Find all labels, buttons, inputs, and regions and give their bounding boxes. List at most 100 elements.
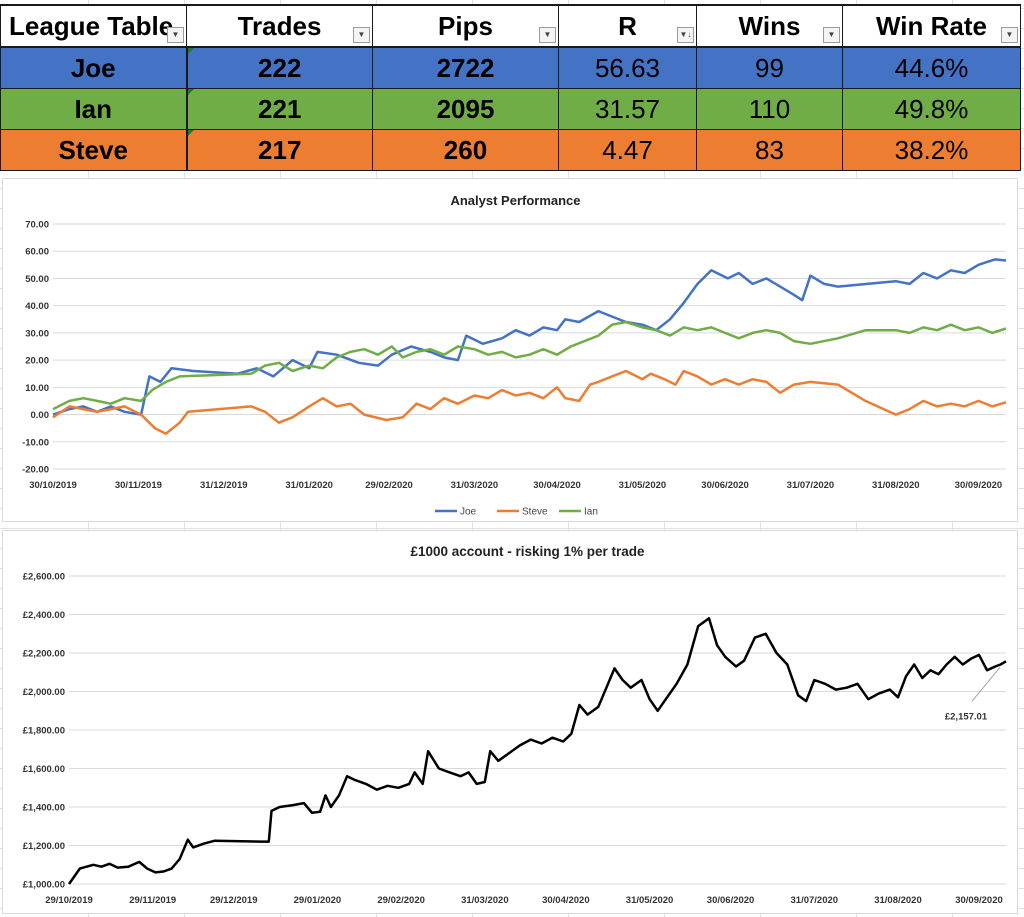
x-tick-label: 31/08/2020 xyxy=(874,895,922,906)
y-tick-label: £2,200.00 xyxy=(23,649,65,660)
x-tick-label: 31/07/2020 xyxy=(787,480,835,491)
cell-value: 217 xyxy=(258,134,302,165)
x-tick-label: 29/11/2019 xyxy=(129,895,176,906)
cell-wins[interactable]: 99 xyxy=(696,46,843,89)
y-tick-label: -20.00 xyxy=(22,465,49,476)
x-tick-label: 31/12/2019 xyxy=(200,480,248,491)
green-error-indicator-icon xyxy=(187,89,194,95)
x-tick-label: 31/03/2020 xyxy=(461,895,509,906)
x-tick-label: 30/04/2020 xyxy=(533,480,581,491)
x-tick-label: 30/09/2020 xyxy=(955,480,1003,491)
x-tick-label: 31/08/2020 xyxy=(872,480,920,491)
header-label: League Table xyxy=(9,10,174,41)
cell-win-rate[interactable]: 44.6% xyxy=(842,46,1021,89)
y-tick-label: 50.00 xyxy=(25,274,49,285)
cell-trades[interactable]: 217 xyxy=(186,129,373,171)
y-tick-label: 0.00 xyxy=(31,410,50,421)
x-tick-label: 30/06/2020 xyxy=(707,895,755,906)
x-tick-label: 31/05/2020 xyxy=(619,480,667,491)
legend-entry-steve: Steve xyxy=(522,507,548,518)
account-balance-plot: £1000 account - risking 1% per trade £2,6… xyxy=(23,544,1007,906)
header-label: R xyxy=(618,10,637,41)
cell-name[interactable]: Steve xyxy=(0,129,188,171)
legend-entry-joe: Joe xyxy=(460,507,477,518)
green-error-indicator-icon xyxy=(187,48,194,54)
filter-dropdown-icon[interactable]: ▼ xyxy=(353,27,370,43)
cell-value: 221 xyxy=(258,93,302,124)
analyst-performance-chart[interactable]: Analyst Performance 70.00 60.00 50.00 40.00 3… xyxy=(2,178,1018,522)
cell-r[interactable]: 4.47 xyxy=(558,129,697,171)
y-tick-label: £1,200.00 xyxy=(23,841,65,852)
annotation-leader-line xyxy=(971,666,1001,702)
cell-trades[interactable]: 222 xyxy=(186,46,373,89)
header-wins: Wins ▼ xyxy=(696,4,843,48)
header-label: Wins xyxy=(738,10,801,41)
header-r: R ▼↓ xyxy=(558,4,697,48)
y-tick-label: 40.00 xyxy=(25,301,49,312)
chart-title: Analyst Performance xyxy=(450,193,580,208)
x-tick-label: 30/04/2020 xyxy=(542,895,590,906)
y-tick-label: 20.00 xyxy=(25,356,49,367)
filter-dropdown-icon[interactable]: ▼ xyxy=(167,27,184,43)
y-tick-label: £2,000.00 xyxy=(23,687,65,698)
x-tick-label: 30/10/2019 xyxy=(29,480,77,491)
cell-r[interactable]: 31.57 xyxy=(558,88,697,130)
sort-descending-filter-icon[interactable]: ▼↓ xyxy=(677,27,694,43)
filter-dropdown-icon[interactable]: ▼ xyxy=(823,27,840,43)
y-tick-label: 70.00 xyxy=(25,220,49,231)
filter-dropdown-icon[interactable]: ▼ xyxy=(539,27,556,43)
x-tick-label: 29/12/2019 xyxy=(210,895,258,906)
filter-dropdown-icon[interactable]: ▼ xyxy=(1001,27,1018,43)
table-row-ian: Ian 221 2095 31.57 110 49.8% xyxy=(0,88,1021,130)
analyst-performance-plot: Analyst Performance 70.00 60.00 50.00 40.00 3… xyxy=(22,193,1007,518)
cell-trades[interactable]: 221 xyxy=(186,88,373,130)
cell-wins[interactable]: 83 xyxy=(696,129,843,171)
x-tick-label: 29/02/2020 xyxy=(365,480,413,491)
x-tick-label: 29/02/2020 xyxy=(377,895,425,906)
series-line-joe xyxy=(52,258,1007,416)
series-line-steve xyxy=(52,369,1007,435)
cell-pips[interactable]: 260 xyxy=(372,129,559,171)
y-tick-label: £1,400.00 xyxy=(23,803,65,814)
x-tick-label: 31/01/2020 xyxy=(285,480,333,491)
y-tick-label: £2,400.00 xyxy=(23,610,65,621)
cell-r[interactable]: 56.63 xyxy=(558,46,697,89)
cell-win-rate[interactable]: 38.2% xyxy=(842,129,1021,171)
table-row-steve: Steve 217 260 4.47 83 38.2% xyxy=(0,129,1021,171)
header-win-rate: Win Rate ▼ xyxy=(842,4,1021,48)
y-tick-label: £2,600.00 xyxy=(23,572,65,583)
league-table-header-row: League Table ▼ Trades ▼ Pips ▼ R ▼↓ Wins ▼ Wi… xyxy=(0,4,1021,48)
header-trades: Trades ▼ xyxy=(186,4,373,48)
x-tick-label: 29/01/2020 xyxy=(294,895,342,906)
cell-name[interactable]: Joe xyxy=(0,46,188,89)
series-line-ian xyxy=(52,320,1007,411)
cell-wins[interactable]: 110 xyxy=(696,88,843,130)
annotation-label: £2,157.01 xyxy=(945,711,988,722)
x-tick-label: 31/07/2020 xyxy=(791,895,839,906)
x-tick-label: 30/11/2019 xyxy=(115,480,162,491)
cell-pips[interactable]: 2722 xyxy=(372,46,559,89)
header-league-table: League Table ▼ xyxy=(0,4,187,48)
y-tick-label: £1,600.00 xyxy=(23,764,65,775)
cell-value: 222 xyxy=(258,52,302,83)
header-label: Pips xyxy=(438,10,493,41)
header-pips: Pips ▼ xyxy=(372,4,559,48)
chart-title: £1000 account - risking 1% per trade xyxy=(410,544,645,559)
x-tick-label: 30/06/2020 xyxy=(701,480,749,491)
league-table: League Table ▼ Trades ▼ Pips ▼ R ▼↓ Wins ▼ Wi… xyxy=(0,4,1021,171)
y-tick-label: 10.00 xyxy=(25,383,49,394)
cell-name[interactable]: Ian xyxy=(0,88,188,130)
green-error-indicator-icon xyxy=(187,130,194,136)
legend-entry-ian: Ian xyxy=(584,507,598,518)
cell-pips[interactable]: 2095 xyxy=(372,88,559,130)
y-tick-label: -10.00 xyxy=(22,437,49,448)
header-label: Trades xyxy=(237,10,322,41)
account-balance-chart[interactable]: £1000 account - risking 1% per trade £2,6… xyxy=(2,530,1018,914)
y-tick-label: £1,000.00 xyxy=(23,880,65,891)
cell-win-rate[interactable]: 49.8% xyxy=(842,88,1021,130)
series-line xyxy=(67,617,1007,885)
x-tick-label: 31/03/2020 xyxy=(451,480,499,491)
table-row-joe: Joe 222 2722 56.63 99 44.6% xyxy=(0,46,1021,89)
x-tick-label: 29/10/2019 xyxy=(45,895,93,906)
x-tick-label: 30/09/2020 xyxy=(955,895,1003,906)
